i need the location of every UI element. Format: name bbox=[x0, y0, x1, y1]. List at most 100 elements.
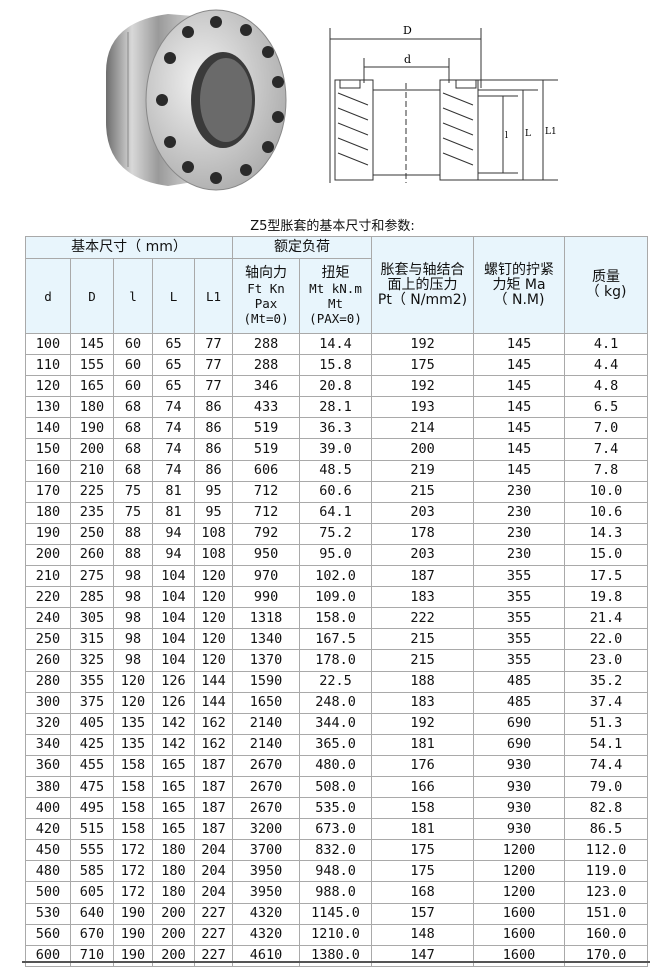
table-cell: 108 bbox=[193, 522, 234, 545]
header-l: l bbox=[113, 258, 153, 334]
table-cell: 673.0 bbox=[299, 818, 373, 841]
table-cell: 425 bbox=[70, 733, 114, 756]
table-cell: 555 bbox=[70, 839, 114, 862]
table-cell: 120 bbox=[193, 565, 234, 588]
table-cell: 190 bbox=[113, 902, 153, 925]
table-cell: 1380.0 bbox=[299, 944, 373, 967]
table-cell: 519 bbox=[232, 417, 301, 440]
table-cell: 346 bbox=[232, 375, 301, 398]
table-row: 220 285 98 104 120 990 109.0 183 355 19.8 bbox=[25, 586, 649, 609]
table-cell: 250 bbox=[70, 522, 114, 545]
table-cell: 170.0 bbox=[564, 944, 649, 967]
header-text: 轴向力 bbox=[245, 265, 288, 281]
table-cell: 104 bbox=[152, 565, 195, 588]
table-cell: 420 bbox=[25, 818, 71, 841]
table-cell: 150 bbox=[25, 438, 71, 461]
table-cell: 200 bbox=[152, 923, 195, 946]
table-cell: 305 bbox=[70, 607, 114, 630]
table-cell: 930 bbox=[473, 818, 566, 841]
table-cell: 75 bbox=[113, 480, 153, 503]
table-cell: 355 bbox=[70, 670, 114, 693]
table-cell: 145 bbox=[473, 396, 566, 419]
table-cell: 227 bbox=[193, 923, 234, 946]
header-axial-force: 轴向力 Ft Kn Pax (Mt=0) bbox=[232, 258, 301, 334]
table-cell: 7.8 bbox=[564, 459, 649, 482]
table-cell: 98 bbox=[113, 649, 153, 672]
table-cell: 54.1 bbox=[564, 733, 649, 756]
table-cell: 68 bbox=[113, 459, 153, 482]
table-cell: 120 bbox=[193, 649, 234, 672]
table-cell: 98 bbox=[113, 586, 153, 609]
table-cell: 344.0 bbox=[299, 712, 373, 735]
header-d: d bbox=[25, 258, 71, 334]
table-cell: 147 bbox=[371, 944, 475, 967]
table-cell: 10.0 bbox=[564, 480, 649, 503]
table-cell: 74.4 bbox=[564, 754, 649, 777]
table-cell: 94 bbox=[152, 522, 195, 545]
table-cell: 94 bbox=[152, 543, 195, 567]
table-cell: 22.5 bbox=[299, 670, 373, 693]
table-cell: 3950 bbox=[232, 860, 301, 883]
table-cell: 950 bbox=[232, 543, 301, 567]
table-cell: 355 bbox=[473, 649, 566, 672]
table-cell: 188 bbox=[371, 670, 475, 693]
table-cell: 187 bbox=[371, 565, 475, 588]
dim-L-label: L bbox=[525, 129, 531, 139]
table-cell: 168 bbox=[371, 881, 475, 904]
table-cell: 600 bbox=[25, 944, 71, 967]
table-cell: 172 bbox=[113, 860, 153, 883]
table-cell: 606 bbox=[232, 459, 301, 482]
table-cell: 65 bbox=[152, 354, 195, 377]
table-cell: 355 bbox=[473, 628, 566, 651]
header-text: (PAX=0) bbox=[309, 311, 362, 326]
header-mass: 质量 （ kg) bbox=[564, 236, 649, 334]
table-cell: 275 bbox=[70, 565, 114, 588]
header-text: Pt（ N/mm2) bbox=[377, 291, 468, 308]
table-cell: 6.5 bbox=[564, 396, 649, 419]
header-rated-load: 额定负荷 bbox=[232, 236, 373, 259]
table-row: 250 315 98 104 120 1340 167.5 215 355 22.0 bbox=[25, 628, 649, 651]
table-cell: 102.0 bbox=[299, 565, 373, 588]
table-cell: 930 bbox=[473, 754, 566, 777]
table-cell: 192 bbox=[371, 332, 475, 356]
table-cell: 2140 bbox=[232, 733, 301, 756]
table-cell: 135 bbox=[113, 733, 153, 756]
table-cell: 183 bbox=[371, 586, 475, 609]
table-cell: 1210.0 bbox=[299, 923, 373, 946]
table-cell: 203 bbox=[371, 501, 475, 524]
table-cell: 375 bbox=[70, 691, 114, 714]
table-cell: 165 bbox=[152, 775, 195, 799]
table-cell: 104 bbox=[152, 628, 195, 651]
table-cell: 970 bbox=[232, 565, 301, 588]
expansion-sleeve-photo bbox=[106, 9, 287, 191]
table-row: 420 515 158 165 187 3200 673.0 181 930 86.5 bbox=[25, 818, 649, 841]
table-cell: 160 bbox=[25, 459, 71, 482]
table-cell: 181 bbox=[371, 733, 475, 756]
table-row: 450 555 172 180 204 3700 832.0 175 1200 112.0 bbox=[25, 839, 649, 862]
header-text: Pax bbox=[254, 296, 278, 311]
table-cell: 60 bbox=[113, 332, 153, 356]
table-cell: 142 bbox=[152, 733, 195, 756]
table-row: 120 165 60 65 77 346 20.8 192 145 4.8 bbox=[25, 375, 649, 398]
table-cell: 1590 bbox=[232, 670, 301, 693]
table-cell: 181 bbox=[371, 818, 475, 841]
table-cell: 165 bbox=[70, 375, 114, 398]
header-D: D bbox=[70, 258, 114, 334]
table-row: 380 475 158 165 187 2670 508.0 166 930 79.0 bbox=[25, 775, 649, 799]
table-row: 180 235 75 81 95 712 64.1 203 230 10.6 bbox=[25, 501, 649, 524]
table-cell: 225 bbox=[70, 480, 114, 503]
header-text: 质量 bbox=[592, 269, 621, 285]
table-row: 280 355 120 126 144 1590 22.5 188 485 35.2 bbox=[25, 670, 649, 693]
table-cell: 145 bbox=[70, 332, 114, 356]
table-cell: 178 bbox=[371, 522, 475, 545]
table-cell: 219 bbox=[371, 459, 475, 482]
table-row: 160 210 68 74 86 606 48.5 219 145 7.8 bbox=[25, 459, 649, 482]
table-row: 100 145 60 65 77 288 14.4 192 145 4.1 bbox=[25, 332, 649, 356]
table-cell: 60 bbox=[113, 375, 153, 398]
table-row: 210 275 98 104 120 970 102.0 187 355 17.5 bbox=[25, 565, 649, 588]
table-cell: 88 bbox=[113, 522, 153, 545]
table-cell: 158 bbox=[113, 775, 153, 799]
table-cell: 215 bbox=[371, 649, 475, 672]
table-cell: 158 bbox=[113, 797, 153, 820]
table-cell: 190 bbox=[25, 522, 71, 545]
